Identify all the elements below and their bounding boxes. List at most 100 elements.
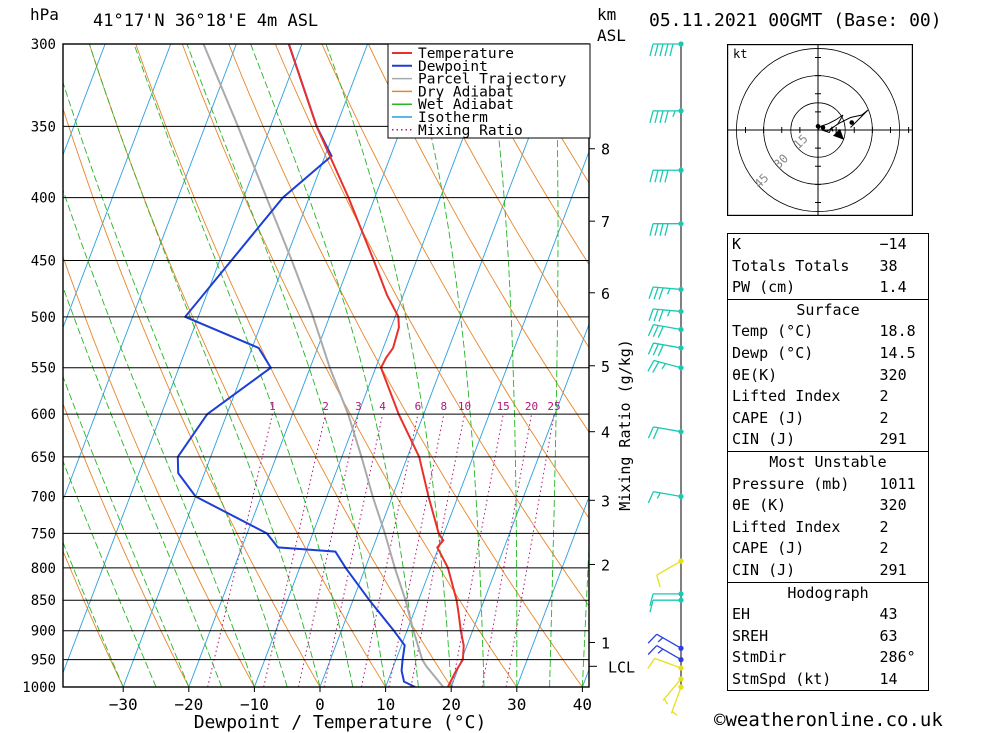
mixing-ratio-line bbox=[481, 414, 533, 687]
mixing-ratio-label: 20 bbox=[525, 400, 538, 413]
pressure-tick-label: 900 bbox=[31, 624, 56, 640]
isotherm-line bbox=[253, 44, 500, 687]
wind-barb-feather bbox=[649, 110, 654, 124]
mixing-ratio-label: 3 bbox=[355, 400, 362, 413]
wind-barb-feather bbox=[657, 326, 664, 338]
index-row-label: Totals Totals bbox=[732, 256, 850, 275]
most-unstable-row-value: 2 bbox=[879, 539, 889, 558]
surface-row-label: Lifted Index bbox=[732, 387, 841, 406]
wet-adiabat-line bbox=[186, 44, 387, 687]
dry-adiabat-line bbox=[63, 549, 124, 687]
wind-barb bbox=[648, 308, 684, 322]
mixing-ratio-line bbox=[388, 414, 445, 687]
most-unstable-row-label: Pressure (mb) bbox=[732, 474, 850, 493]
wind-barb bbox=[662, 676, 684, 705]
isotherm-line bbox=[385, 150, 589, 687]
wind-barb-feather bbox=[652, 361, 660, 373]
hodograph-trace bbox=[817, 109, 869, 134]
hodograph-section-title: Hodograph bbox=[728, 581, 928, 605]
hodograph-row: EH 43 bbox=[728, 604, 928, 626]
dry-adiabat-line bbox=[460, 44, 589, 266]
surface-row-value: 2 bbox=[879, 408, 889, 427]
dry-adiabat-line bbox=[228, 44, 583, 687]
wind-barb-dot bbox=[678, 591, 684, 597]
hodograph-row-label: SREH bbox=[732, 626, 769, 645]
hodograph-row-label: EH bbox=[732, 605, 751, 624]
height-tick-label: 2 bbox=[601, 556, 610, 574]
wind-barb-feather bbox=[649, 43, 654, 57]
wet-adiabat-line bbox=[63, 541, 124, 687]
index-row-value: 1.4 bbox=[879, 278, 907, 297]
hodograph-row-value: 63 bbox=[879, 626, 898, 645]
wind-barb bbox=[647, 645, 684, 663]
surface-row-value: 14.5 bbox=[879, 343, 916, 362]
isotherm-line bbox=[516, 495, 589, 687]
pressure-tick-label: 850 bbox=[31, 593, 56, 609]
hodograph-unit-label: kt bbox=[733, 47, 747, 61]
surface-row: CAPE (J) 2 bbox=[728, 408, 928, 430]
hodograph-marker bbox=[820, 125, 826, 130]
footer-site-label: ©weatheronline.co.uk bbox=[714, 709, 943, 731]
index-row: K −14 bbox=[728, 234, 928, 256]
wind-barb-feather bbox=[656, 492, 661, 499]
wind-barb-feather bbox=[653, 309, 659, 322]
hodograph-row-value: 286° bbox=[879, 648, 916, 667]
wind-barb-feather bbox=[647, 645, 658, 655]
mixing-ratio-label: 15 bbox=[497, 400, 510, 413]
wind-barb-feather bbox=[664, 170, 669, 183]
legend-entry-dry-adiabat: Dry Adiabat bbox=[418, 84, 514, 100]
surface-row-value: 18.8 bbox=[879, 322, 916, 341]
wet-adiabat-line bbox=[63, 285, 223, 687]
wind-barb-feather bbox=[654, 43, 659, 57]
dry-adiabat-line bbox=[63, 402, 190, 687]
most-unstable-row-value: 291 bbox=[879, 560, 907, 579]
isotherm-line bbox=[319, 44, 565, 687]
wind-barb-feather bbox=[647, 633, 658, 644]
wind-barb-feather bbox=[648, 308, 654, 321]
dry-adiabat-line bbox=[367, 44, 589, 433]
wind-barb-feather bbox=[659, 43, 664, 57]
surface-row-label: Dewp (°C) bbox=[732, 343, 814, 362]
wind-barb-feather bbox=[658, 309, 664, 322]
location-label: 41°17'N 36°18'E 4m ASL bbox=[93, 11, 319, 31]
index-row-label: PW (cm) bbox=[732, 278, 796, 297]
height-tick-label: 5 bbox=[601, 358, 610, 376]
wet-adiabat-line bbox=[408, 44, 485, 687]
mixing-ratio-label: 10 bbox=[458, 400, 471, 413]
wind-barb-feather bbox=[657, 637, 664, 643]
most-unstable-section: Most Unstable bbox=[728, 450, 928, 474]
mixing-ratio-label: 8 bbox=[441, 400, 448, 413]
wind-barb-feather bbox=[664, 110, 669, 124]
wind-barb-feather bbox=[652, 325, 659, 338]
wind-barb-dot bbox=[678, 221, 684, 227]
wind-barb-shaft bbox=[656, 645, 682, 661]
legend-entry-isotherm: Isotherm bbox=[418, 110, 488, 126]
wind-barb-feather bbox=[649, 600, 654, 613]
legend-entry-parcel: Parcel Trajectory bbox=[418, 72, 567, 88]
mixing-ratio-line bbox=[360, 414, 419, 687]
dry-adiabat-line bbox=[63, 255, 255, 687]
index-row-value: 38 bbox=[879, 256, 898, 275]
indices-table: K −14 Totals Totals 38 PW (cm) 1.4 Surface Temp… bbox=[728, 234, 928, 690]
wind-barb bbox=[649, 108, 684, 124]
wind-barb bbox=[647, 633, 684, 651]
height-unit-km: km bbox=[597, 5, 617, 24]
wind-barb-feather bbox=[649, 593, 654, 607]
pressure-tick-label: 400 bbox=[31, 191, 56, 207]
isotherm-line bbox=[63, 44, 303, 675]
hodograph-section: Hodograph bbox=[728, 581, 928, 605]
lcl-label: LCL bbox=[608, 658, 635, 676]
hodograph-row: StmSpd (kt) 14 bbox=[728, 669, 928, 691]
wind-barb bbox=[656, 558, 684, 588]
temp-tick-label: −20 bbox=[174, 695, 203, 714]
hodograph-row-label: StmDir bbox=[732, 648, 787, 667]
surface-section-title: Surface bbox=[728, 298, 928, 322]
wind-barb bbox=[648, 286, 684, 300]
hodograph-row: StmDir 286° bbox=[728, 647, 928, 669]
wind-barb bbox=[649, 591, 684, 607]
temp-tick-label: −10 bbox=[240, 695, 269, 714]
x-axis-title: Dewpoint / Temperature (°C) bbox=[194, 712, 487, 733]
wind-barb-feather bbox=[657, 344, 664, 357]
height-tick-label: 4 bbox=[601, 424, 610, 442]
